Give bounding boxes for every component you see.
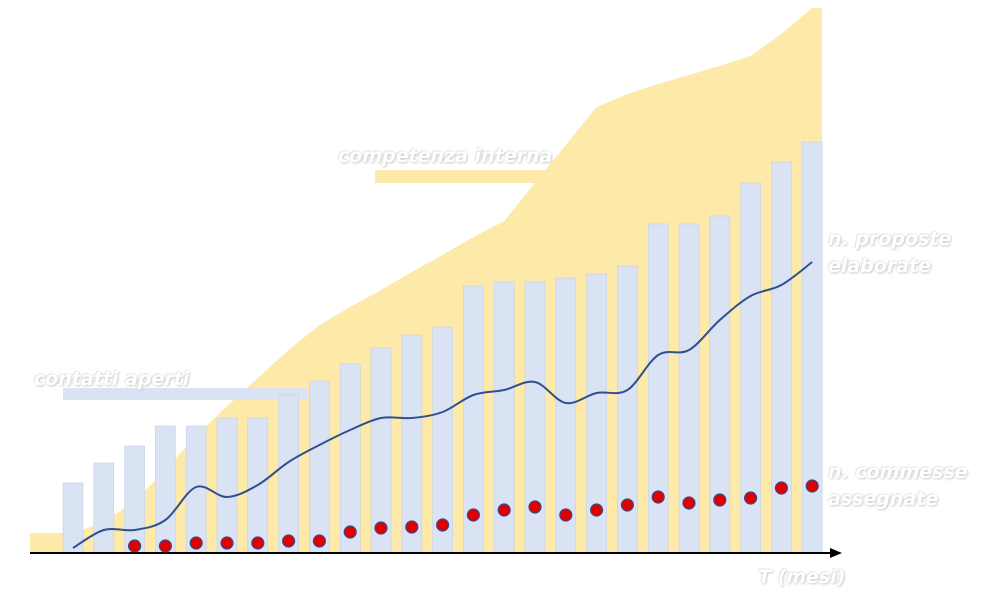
bar bbox=[401, 334, 423, 554]
dot bbox=[128, 539, 142, 553]
leader-competenza bbox=[375, 170, 627, 183]
dot bbox=[713, 493, 727, 507]
dot bbox=[559, 508, 573, 522]
dot bbox=[189, 536, 203, 550]
line bbox=[72, 261, 813, 549]
dot bbox=[620, 498, 635, 512]
dots-label: n. commesse assegnate bbox=[828, 461, 968, 510]
leader-contatti bbox=[63, 388, 308, 400]
dot bbox=[743, 491, 758, 505]
dot bbox=[220, 536, 234, 550]
bar bbox=[216, 417, 238, 554]
bar bbox=[124, 445, 145, 554]
dot bbox=[589, 503, 604, 517]
bar bbox=[278, 394, 299, 554]
bar bbox=[93, 462, 115, 554]
x-axis-label: T (mesi) bbox=[758, 566, 846, 588]
area bbox=[30, 8, 822, 553]
dot bbox=[805, 479, 819, 493]
dot bbox=[497, 503, 511, 517]
dot bbox=[466, 508, 480, 522]
x-axis-arrow bbox=[830, 548, 842, 558]
dot bbox=[251, 536, 265, 550]
dot bbox=[312, 534, 326, 548]
bar-label: contatti aperti bbox=[34, 368, 190, 390]
dot bbox=[682, 496, 696, 510]
dot bbox=[158, 539, 172, 553]
dot bbox=[774, 481, 789, 495]
dot bbox=[282, 534, 296, 548]
bar bbox=[155, 425, 176, 554]
dot bbox=[651, 490, 665, 504]
bar bbox=[185, 425, 207, 554]
bar bbox=[339, 363, 361, 554]
dot bbox=[528, 500, 542, 514]
dot bbox=[436, 518, 450, 532]
dot bbox=[343, 525, 357, 539]
area-label: competenza interna bbox=[338, 145, 553, 167]
line-label: n. proposte elaborate bbox=[828, 228, 952, 277]
dot bbox=[374, 521, 388, 535]
bar bbox=[309, 380, 330, 554]
dot bbox=[405, 520, 419, 534]
bar bbox=[647, 223, 669, 554]
